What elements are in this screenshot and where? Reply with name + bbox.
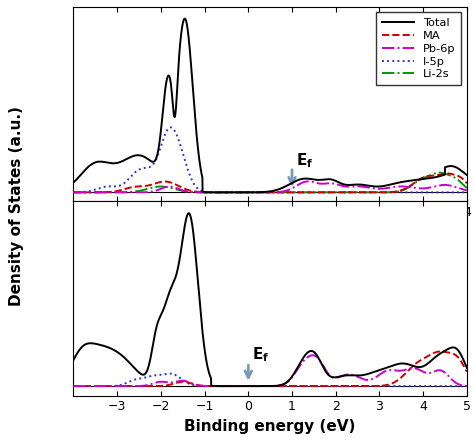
Text: $\mathbf{E_f}$: $\mathbf{E_f}$: [295, 152, 313, 170]
Text: Density of States (a.u.): Density of States (a.u.): [9, 105, 24, 306]
X-axis label: Binding energy (eV): Binding energy (eV): [184, 419, 356, 434]
Legend: Total, MA, Pb-6p, I-5p, Li-2s: Total, MA, Pb-6p, I-5p, Li-2s: [376, 13, 461, 85]
Text: $\mathbf{E_f}$: $\mathbf{E_f}$: [252, 346, 269, 364]
